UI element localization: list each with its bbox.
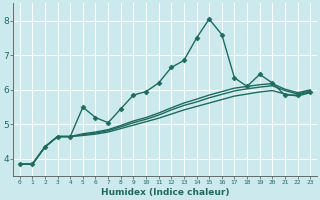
X-axis label: Humidex (Indice chaleur): Humidex (Indice chaleur) xyxy=(101,188,229,197)
